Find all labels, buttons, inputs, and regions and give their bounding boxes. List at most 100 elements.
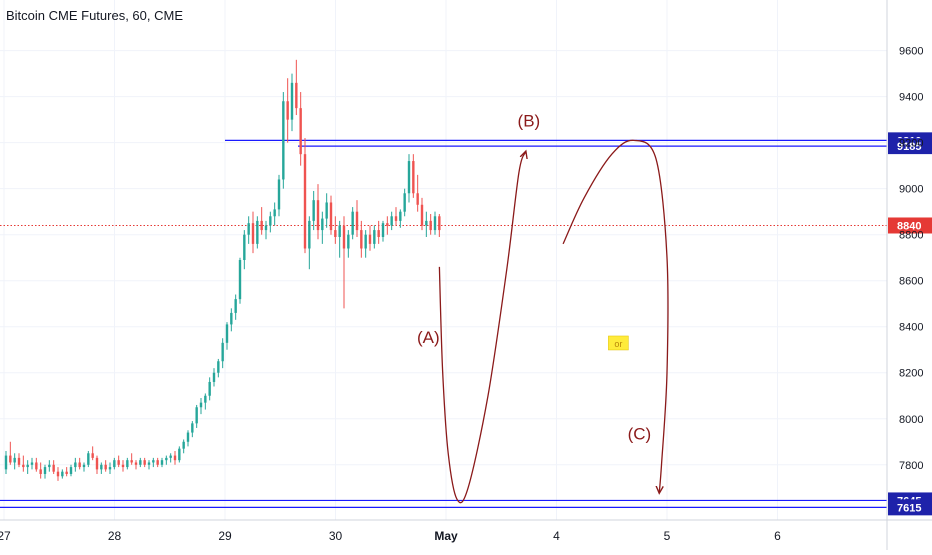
candle-body: [377, 230, 380, 237]
candle-body: [100, 464, 103, 470]
or-badge-box: [608, 335, 629, 351]
candle-body: [269, 216, 272, 226]
candle-body: [247, 223, 250, 235]
y-tick-label: 8800: [899, 230, 923, 242]
candle-body: [373, 230, 376, 244]
candle-body: [429, 220, 432, 231]
candle-body: [290, 82, 294, 120]
candle-body: [312, 200, 315, 221]
candle-body: [56, 471, 60, 477]
candle-body: [329, 202, 333, 231]
candle-body: [165, 457, 168, 461]
candle-body: [87, 453, 90, 465]
candle-body: [364, 234, 367, 249]
candle-body: [338, 225, 341, 237]
candle-body: [438, 216, 441, 231]
candle-body: [420, 204, 424, 226]
candle-body: [65, 471, 68, 474]
candle-body: [303, 154, 307, 249]
y-tick-label: 8200: [899, 368, 923, 380]
x-tick-label: 27: [0, 529, 11, 543]
candle-body: [39, 469, 42, 474]
x-tick-label: 29: [218, 529, 232, 543]
candle-body: [199, 402, 203, 408]
candle-body: [78, 462, 81, 468]
candle-body: [9, 455, 12, 463]
y-tick-label: 7800: [899, 460, 923, 472]
candle-body: [347, 234, 350, 249]
y-tick-label: 8600: [899, 276, 923, 288]
candle-body: [230, 312, 233, 325]
candle-body: [225, 324, 229, 343]
candle-body: [407, 161, 411, 194]
candle-body: [412, 161, 415, 194]
candle-body: [394, 216, 398, 221]
candle-body: [143, 460, 146, 465]
candle-body: [121, 464, 125, 468]
wave-label: (B): [518, 112, 541, 131]
candle-body: [43, 467, 47, 474]
candle-body: [152, 460, 155, 463]
y-tick-label: 8000: [899, 414, 923, 426]
candle-body: [117, 460, 120, 465]
current-price-label: 8840: [897, 220, 921, 232]
candle-body: [381, 223, 385, 237]
candle-body: [130, 460, 133, 463]
x-tick-label: 28: [108, 529, 122, 543]
candle-body: [277, 179, 281, 210]
y-tick-label: 9000: [899, 184, 923, 196]
x-tick-label: May: [434, 529, 458, 543]
candle-body: [256, 220, 259, 244]
candle-body: [126, 460, 129, 468]
candle-body: [4, 455, 8, 470]
candle-body: [91, 453, 94, 458]
candle-body: [221, 342, 224, 362]
candle-body: [169, 455, 172, 458]
candle-body: [217, 361, 220, 373]
candle-body: [191, 423, 194, 433]
level-label: 9185: [897, 141, 921, 153]
candle-body: [52, 464, 55, 472]
candle-body: [95, 457, 99, 470]
candle-body: [13, 457, 16, 463]
candle-body: [26, 464, 29, 468]
candle-body: [403, 193, 406, 212]
candle-body: [74, 462, 77, 468]
candle-body: [334, 230, 337, 237]
level-label-box: [888, 499, 932, 516]
candle-body: [173, 455, 177, 461]
candle-body: [134, 462, 138, 465]
candle-body: [108, 467, 112, 470]
candle-body: [282, 101, 285, 180]
annotations: (A) (B) (C) or: [417, 112, 651, 444]
candle-body: [260, 220, 263, 231]
candle-body: [204, 395, 207, 403]
candle-body: [22, 464, 25, 468]
candle-body: [160, 460, 164, 465]
candle-body: [321, 218, 324, 231]
projection-paths: [438, 139, 669, 504]
level-lines: 92109185764576158840: [0, 132, 932, 516]
candle-body: [251, 223, 255, 244]
candle-body: [17, 457, 21, 465]
candle-body: [147, 462, 151, 465]
y-tick-label: 8400: [899, 322, 923, 334]
candle-body: [243, 234, 246, 260]
projection-path-down-up: [438, 152, 525, 504]
candle-body: [113, 460, 116, 468]
candle-body: [234, 299, 237, 313]
candle-body: [212, 372, 216, 382]
candle-body: [178, 448, 181, 461]
candle-body: [104, 464, 107, 470]
candle-body: [208, 381, 211, 396]
chart-title: Bitcoin CME Futures, 60, CME: [6, 8, 183, 23]
candle-body: [195, 407, 198, 424]
candle-body: [433, 216, 437, 231]
y-tick-label: 9400: [899, 92, 923, 104]
y-tick-label: 9200: [899, 138, 923, 150]
candle-body: [48, 464, 51, 468]
candle-body: [390, 216, 393, 226]
